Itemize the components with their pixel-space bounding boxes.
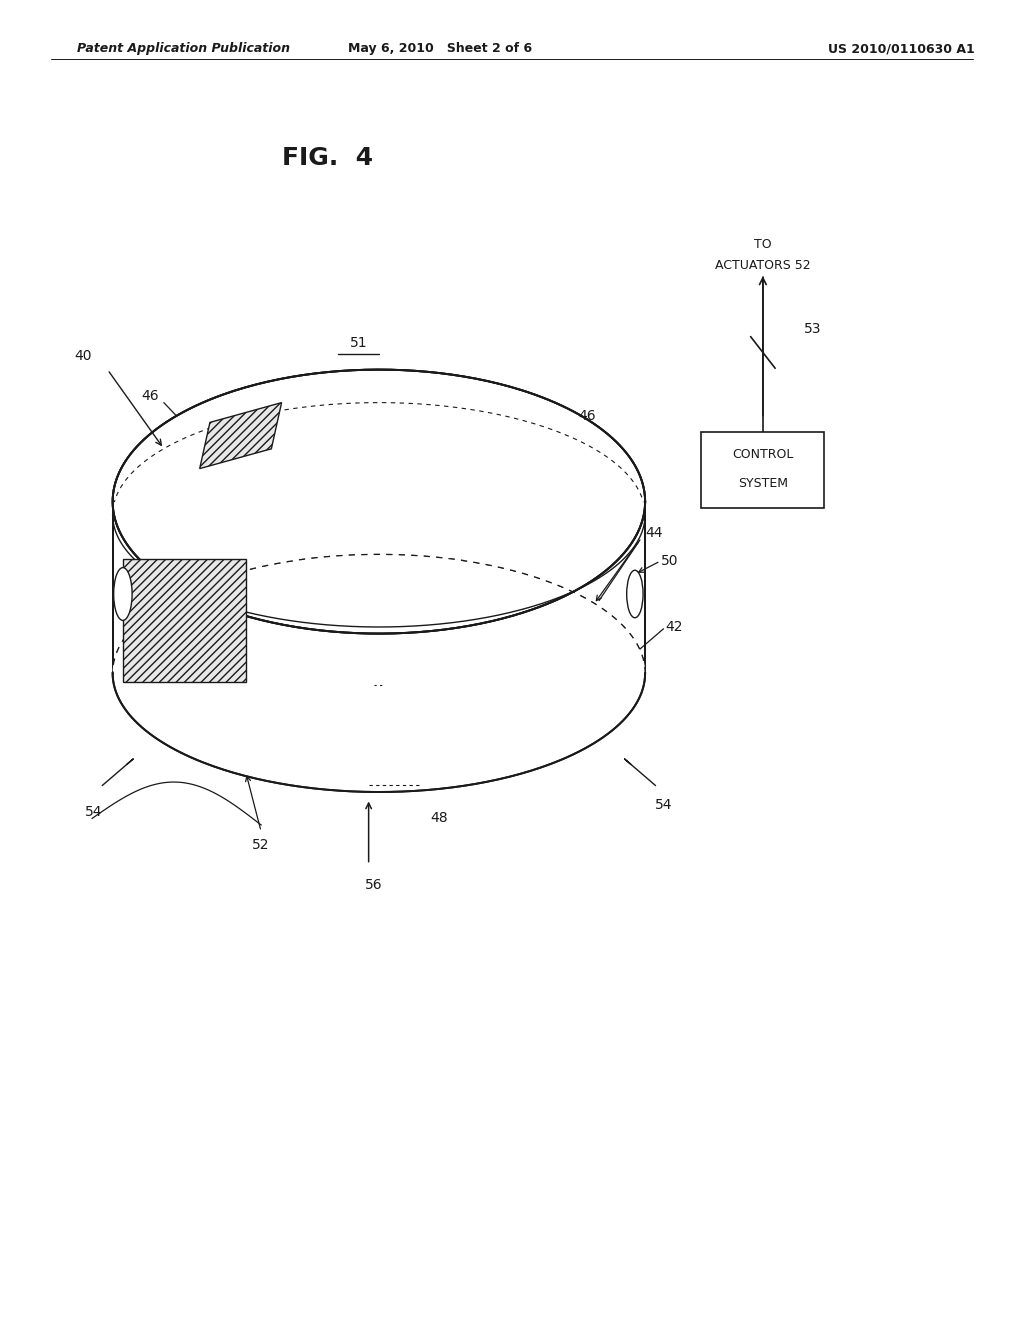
Text: 52: 52 <box>252 838 270 851</box>
Text: 44: 44 <box>645 527 663 540</box>
Polygon shape <box>123 560 246 682</box>
Text: 56: 56 <box>365 878 383 892</box>
Text: 42: 42 <box>666 620 683 634</box>
Text: 50: 50 <box>660 554 678 568</box>
Text: US 2010/0110630 A1: US 2010/0110630 A1 <box>827 42 975 55</box>
Text: 52: 52 <box>116 515 133 528</box>
Text: 40: 40 <box>75 350 92 363</box>
Text: FIG.  4: FIG. 4 <box>283 147 373 170</box>
Ellipse shape <box>114 568 132 620</box>
Text: 51: 51 <box>349 335 368 350</box>
Text: 46: 46 <box>579 409 596 422</box>
Text: 54: 54 <box>85 805 102 818</box>
Polygon shape <box>200 403 282 469</box>
Text: 46: 46 <box>141 389 159 403</box>
Text: 53: 53 <box>804 322 821 335</box>
Text: CONTROL: CONTROL <box>732 447 794 461</box>
Text: May 6, 2010   Sheet 2 of 6: May 6, 2010 Sheet 2 of 6 <box>348 42 532 55</box>
Text: 54: 54 <box>655 799 673 812</box>
Polygon shape <box>113 370 645 634</box>
Bar <box>701 432 824 508</box>
Polygon shape <box>113 502 645 673</box>
Text: TO: TO <box>754 238 772 251</box>
Text: ACTUATORS 52: ACTUATORS 52 <box>715 259 811 272</box>
Ellipse shape <box>627 570 643 618</box>
Text: SYSTEM: SYSTEM <box>738 477 787 490</box>
Text: 48: 48 <box>430 812 447 825</box>
Text: Patent Application Publication: Patent Application Publication <box>77 42 290 55</box>
